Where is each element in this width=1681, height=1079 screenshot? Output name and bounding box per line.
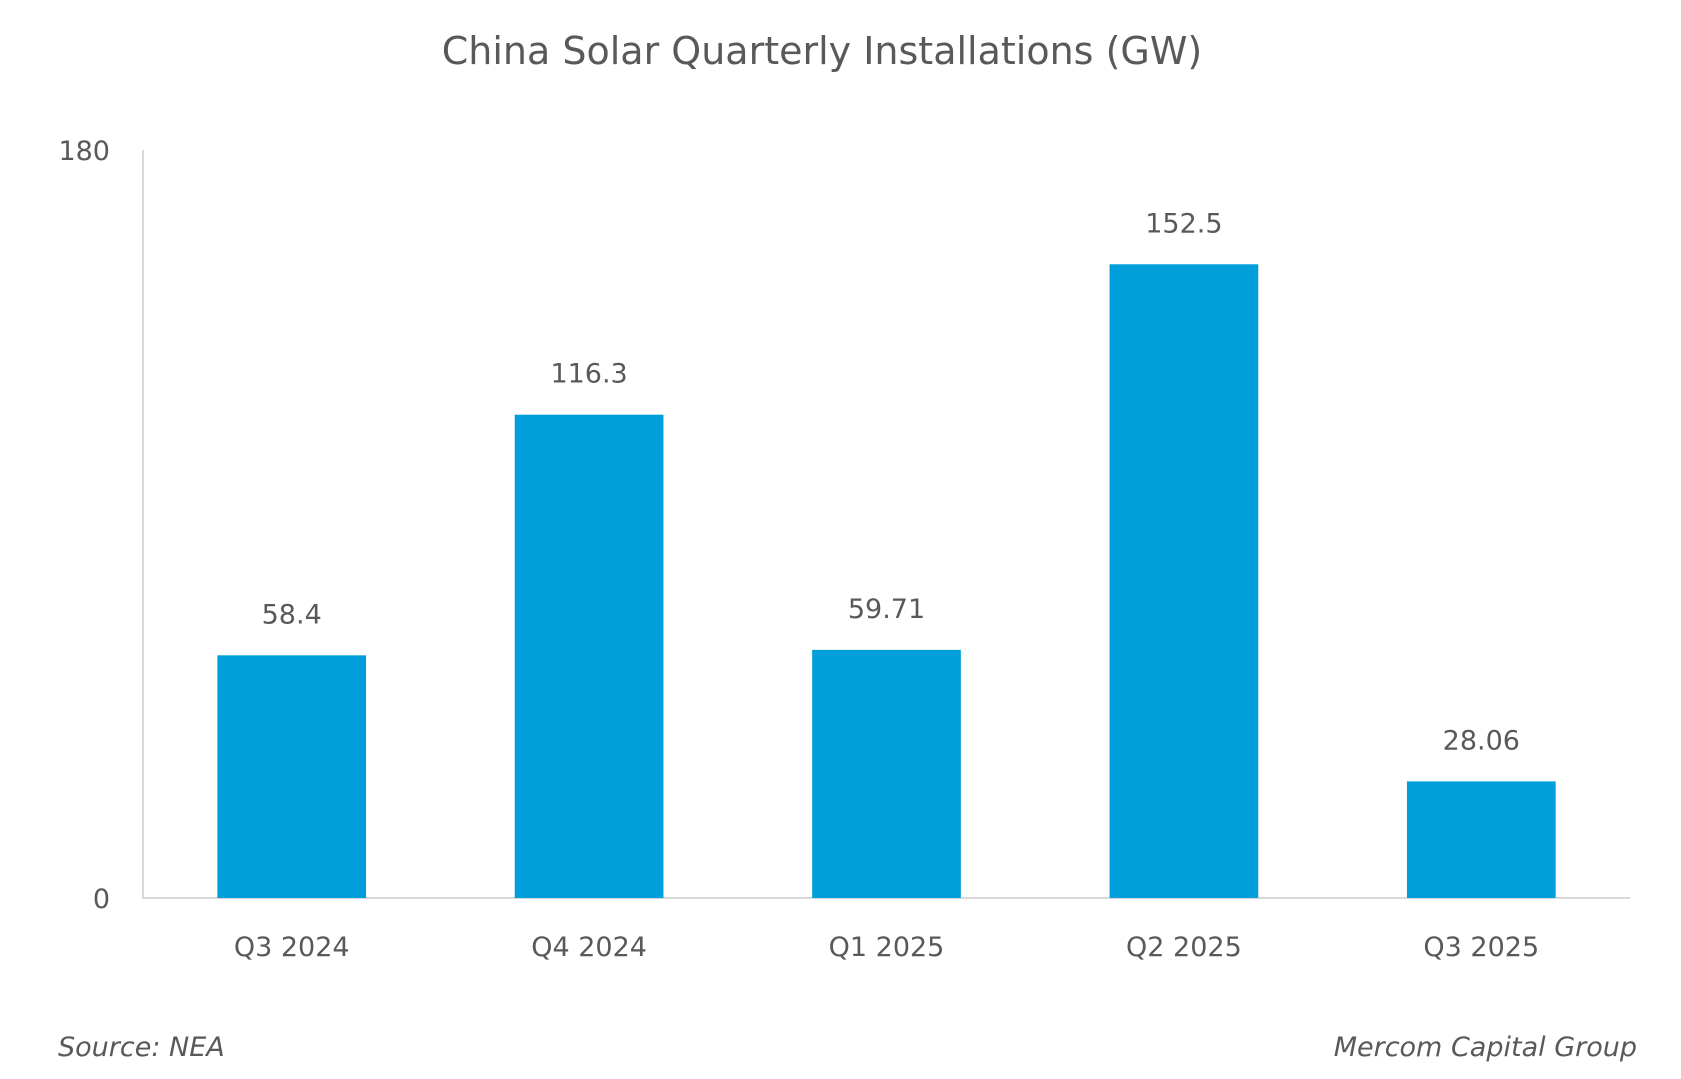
credit-note: Mercom Capital Group (1334, 1032, 1637, 1063)
data-label: 28.06 (1443, 725, 1520, 756)
x-tick-label: Q3 2025 (1423, 932, 1539, 963)
source-note: Source: NEA (58, 1032, 225, 1063)
x-tick-label: Q3 2024 (234, 932, 350, 963)
x-tick-label: Q4 2024 (531, 932, 647, 963)
data-label: 59.71 (848, 594, 925, 625)
bar (1406, 781, 1556, 898)
bars (217, 264, 1556, 898)
x-tick-label: Q2 2025 (1126, 932, 1242, 963)
bar (1109, 264, 1259, 898)
chart-title: China Solar Quarterly Installations (GW) (442, 29, 1202, 73)
data-label: 116.3 (550, 359, 627, 390)
y-tick-label: 180 (58, 136, 110, 167)
data-labels: 58.4 116.3 59.71 152.5 28.06 (262, 208, 1520, 756)
y-tick-labels: 0 180 (58, 136, 110, 915)
y-tick-label: 0 (93, 884, 110, 915)
x-tick-label: Q1 2025 (829, 932, 945, 963)
data-label: 58.4 (262, 599, 322, 630)
bar (217, 655, 367, 898)
bar (812, 649, 961, 898)
x-tick-labels: Q3 2024 Q4 2024 Q1 2025 Q2 2025 Q3 2025 (234, 932, 1539, 963)
data-label: 152.5 (1145, 208, 1222, 239)
bar (514, 414, 664, 898)
